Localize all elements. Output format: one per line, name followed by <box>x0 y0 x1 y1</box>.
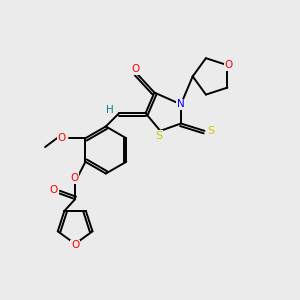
Text: S: S <box>155 131 162 141</box>
Text: O: O <box>70 173 79 183</box>
Text: O: O <box>225 60 233 70</box>
Text: O: O <box>58 133 66 143</box>
Text: N: N <box>177 99 185 110</box>
Text: H: H <box>106 105 114 115</box>
Text: O: O <box>71 240 79 250</box>
Text: O: O <box>50 185 58 195</box>
Text: S: S <box>207 126 214 136</box>
Text: O: O <box>131 64 140 74</box>
